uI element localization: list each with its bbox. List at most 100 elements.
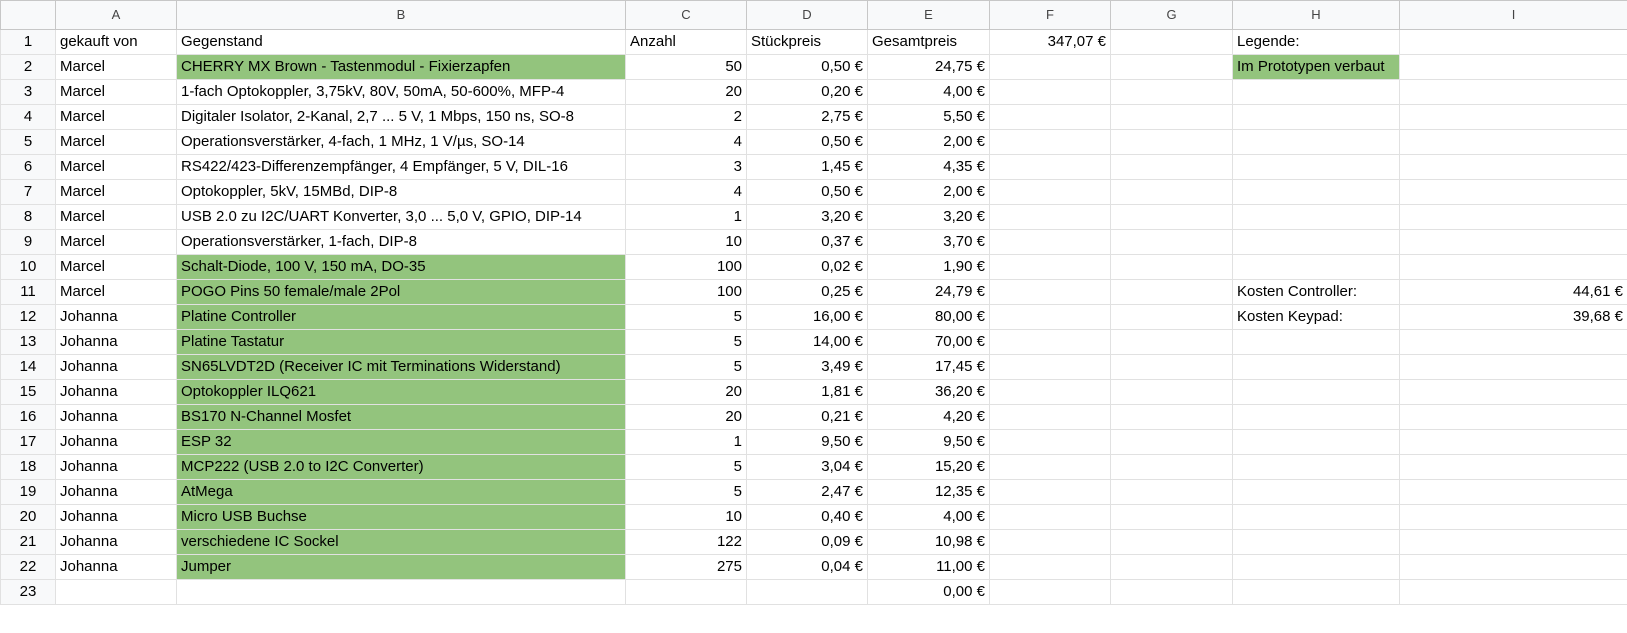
cell-e[interactable]: 2,00 €: [867, 129, 990, 155]
row-header[interactable]: 1: [0, 29, 56, 55]
cell-c[interactable]: 20: [625, 404, 747, 430]
cell-c[interactable]: 5: [625, 354, 747, 380]
cell-h[interactable]: [1232, 554, 1400, 580]
cell-a[interactable]: Johanna: [55, 504, 177, 530]
cell-e[interactable]: 12,35 €: [867, 479, 990, 505]
cell-c[interactable]: 10: [625, 229, 747, 255]
cell-c[interactable]: 50: [625, 54, 747, 80]
cell-a[interactable]: Marcel: [55, 279, 177, 305]
cell-d[interactable]: 0,09 €: [746, 529, 868, 555]
cell-i[interactable]: [1399, 29, 1627, 55]
cell-i[interactable]: 44,61 €: [1399, 279, 1627, 305]
cell-c[interactable]: 122: [625, 529, 747, 555]
cell-e[interactable]: 10,98 €: [867, 529, 990, 555]
cell-a[interactable]: Marcel: [55, 179, 177, 205]
cell-h[interactable]: [1232, 179, 1400, 205]
cell-i[interactable]: 39,68 €: [1399, 304, 1627, 330]
row-header[interactable]: 11: [0, 279, 56, 305]
cell-g[interactable]: [1110, 129, 1233, 155]
cell-d[interactable]: 0,50 €: [746, 129, 868, 155]
cell-a[interactable]: Marcel: [55, 104, 177, 130]
cell-d[interactable]: 14,00 €: [746, 329, 868, 355]
cell-g[interactable]: [1110, 404, 1233, 430]
cell-f[interactable]: [989, 404, 1111, 430]
cell-c[interactable]: 20: [625, 79, 747, 105]
cell-d[interactable]: 16,00 €: [746, 304, 868, 330]
cell-b[interactable]: Gegenstand: [176, 29, 626, 55]
cell-h[interactable]: [1232, 104, 1400, 130]
cell-i[interactable]: [1399, 154, 1627, 180]
cell-a[interactable]: Johanna: [55, 354, 177, 380]
column-header-e[interactable]: E: [867, 0, 990, 30]
cell-e[interactable]: 3,70 €: [867, 229, 990, 255]
column-header-h[interactable]: H: [1232, 0, 1400, 30]
cell-i[interactable]: [1399, 129, 1627, 155]
cell-d[interactable]: 1,45 €: [746, 154, 868, 180]
cell-h[interactable]: [1232, 579, 1400, 605]
column-header-b[interactable]: B: [176, 0, 626, 30]
row-header[interactable]: 23: [0, 579, 56, 605]
cell-c[interactable]: 4: [625, 129, 747, 155]
cell-f[interactable]: [989, 479, 1111, 505]
cell-c[interactable]: 275: [625, 554, 747, 580]
cell-b[interactable]: Schalt-Diode, 100 V, 150 mA, DO-35: [176, 254, 626, 280]
cell-h[interactable]: [1232, 154, 1400, 180]
cell-d[interactable]: [746, 579, 868, 605]
cell-d[interactable]: 0,37 €: [746, 229, 868, 255]
cell-b[interactable]: 1-fach Optokoppler, 3,75kV, 80V, 50mA, 5…: [176, 79, 626, 105]
cell-h[interactable]: [1232, 254, 1400, 280]
cell-f[interactable]: [989, 379, 1111, 405]
cell-h[interactable]: [1232, 479, 1400, 505]
row-header[interactable]: 9: [0, 229, 56, 255]
cell-e[interactable]: 0,00 €: [867, 579, 990, 605]
cell-c[interactable]: 5: [625, 454, 747, 480]
cell-i[interactable]: [1399, 329, 1627, 355]
cell-a[interactable]: [55, 579, 177, 605]
cell-d[interactable]: 1,81 €: [746, 379, 868, 405]
cell-c[interactable]: 3: [625, 154, 747, 180]
cell-f[interactable]: [989, 304, 1111, 330]
cell-h[interactable]: Im Prototypen verbaut: [1232, 54, 1400, 80]
cell-i[interactable]: [1399, 54, 1627, 80]
cell-g[interactable]: [1110, 79, 1233, 105]
cell-a[interactable]: Johanna: [55, 479, 177, 505]
cell-e[interactable]: 2,00 €: [867, 179, 990, 205]
cell-h[interactable]: [1232, 504, 1400, 530]
cell-a[interactable]: Marcel: [55, 129, 177, 155]
cell-e[interactable]: 11,00 €: [867, 554, 990, 580]
row-header[interactable]: 20: [0, 504, 56, 530]
cell-g[interactable]: [1110, 379, 1233, 405]
cell-g[interactable]: [1110, 579, 1233, 605]
row-header[interactable]: 16: [0, 404, 56, 430]
row-header[interactable]: 2: [0, 54, 56, 80]
cell-b[interactable]: Platine Tastatur: [176, 329, 626, 355]
row-header[interactable]: 6: [0, 154, 56, 180]
cell-b[interactable]: CHERRY MX Brown - Tastenmodul - Fixierza…: [176, 54, 626, 80]
cell-b[interactable]: RS422/423-Differenzempfänger, 4 Empfänge…: [176, 154, 626, 180]
cell-a[interactable]: Johanna: [55, 529, 177, 555]
cell-g[interactable]: [1110, 529, 1233, 555]
cell-g[interactable]: [1110, 329, 1233, 355]
cell-g[interactable]: [1110, 104, 1233, 130]
cell-g[interactable]: [1110, 504, 1233, 530]
cell-c[interactable]: 100: [625, 254, 747, 280]
column-header-g[interactable]: G: [1110, 0, 1233, 30]
cell-f[interactable]: [989, 579, 1111, 605]
cell-d[interactable]: 3,49 €: [746, 354, 868, 380]
cell-h[interactable]: Kosten Controller:: [1232, 279, 1400, 305]
cell-e[interactable]: 70,00 €: [867, 329, 990, 355]
column-header-a[interactable]: A: [55, 0, 177, 30]
cell-e[interactable]: 4,35 €: [867, 154, 990, 180]
cell-f[interactable]: [989, 529, 1111, 555]
cell-e[interactable]: 5,50 €: [867, 104, 990, 130]
cell-g[interactable]: [1110, 279, 1233, 305]
row-header[interactable]: 15: [0, 379, 56, 405]
cell-g[interactable]: [1110, 154, 1233, 180]
row-header[interactable]: 12: [0, 304, 56, 330]
cell-i[interactable]: [1399, 254, 1627, 280]
cell-f[interactable]: [989, 354, 1111, 380]
cell-h[interactable]: [1232, 454, 1400, 480]
cell-a[interactable]: Marcel: [55, 54, 177, 80]
row-header[interactable]: 7: [0, 179, 56, 205]
select-all-corner[interactable]: [0, 0, 56, 30]
